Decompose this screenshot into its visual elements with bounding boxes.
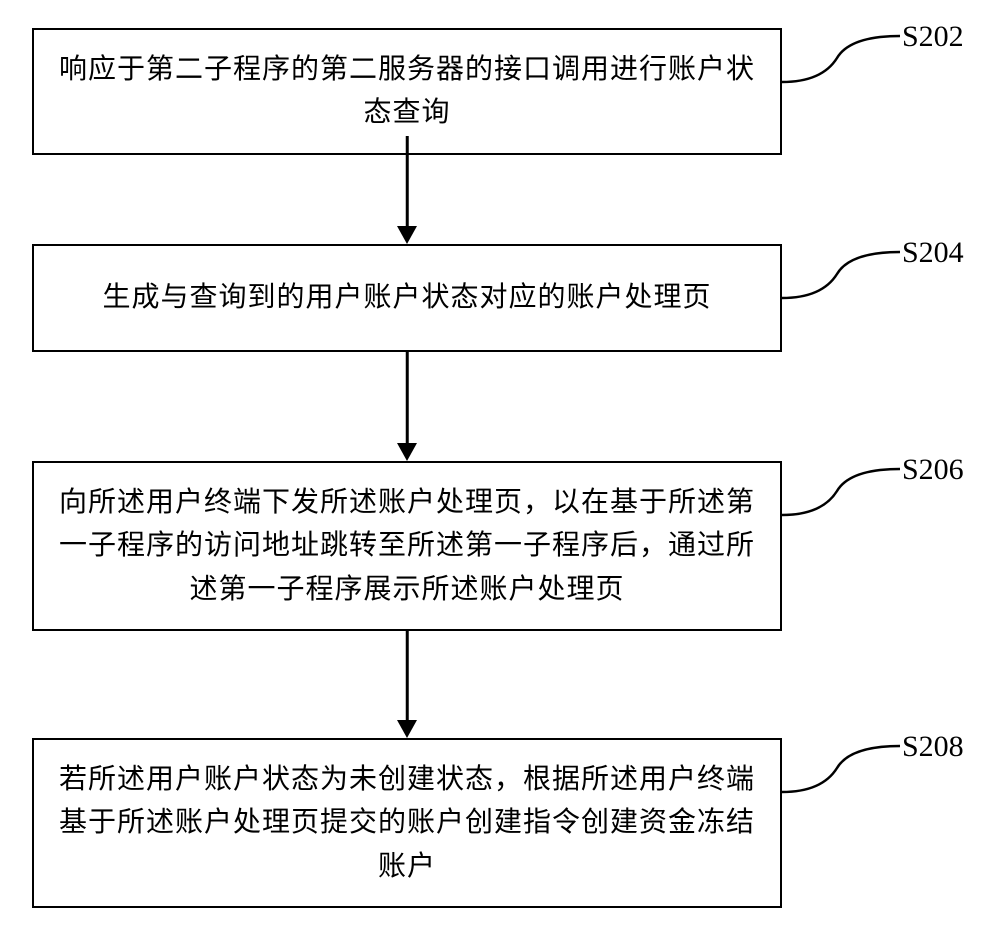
callout-connector [782, 738, 902, 808]
step-text: 若所述用户账户状态为未创建状态，根据所述用户终端基于所述账户处理页提交的账户创建… [54, 758, 760, 888]
step-text: 响应于第二子程序的第二服务器的接口调用进行账户状态查询 [54, 48, 760, 135]
flow-step-s206: 向所述用户终端下发所述账户处理页，以在基于所述第一子程序的访问地址跳转至所述第一… [32, 461, 782, 631]
flowchart-container: 响应于第二子程序的第二服务器的接口调用进行账户状态查询 S202 生成与查询到的… [0, 0, 1000, 941]
step-box: 若所述用户账户状态为未创建状态，根据所述用户终端基于所述账户处理页提交的账户创建… [32, 738, 782, 908]
callout-connector [782, 244, 902, 314]
step-box: 生成与查询到的用户账户状态对应的账户处理页 [32, 244, 782, 352]
step-label-s208: S208 [902, 730, 964, 764]
flow-step-s208: 若所述用户账户状态为未创建状态，根据所述用户终端基于所述账户处理页提交的账户创建… [32, 738, 782, 908]
callout-connector [782, 28, 902, 98]
step-label-s206: S206 [902, 453, 964, 487]
step-text: 向所述用户终端下发所述账户处理页，以在基于所述第一子程序的访问地址跳转至所述第一… [54, 481, 760, 611]
step-box: 向所述用户终端下发所述账户处理页，以在基于所述第一子程序的访问地址跳转至所述第一… [32, 461, 782, 631]
step-text: 生成与查询到的用户账户状态对应的账户处理页 [102, 276, 711, 319]
step-label-s202: S202 [902, 20, 964, 54]
flow-step-s204: 生成与查询到的用户账户状态对应的账户处理页 [32, 244, 782, 352]
step-label-s204: S204 [902, 236, 964, 270]
callout-connector [782, 461, 902, 531]
